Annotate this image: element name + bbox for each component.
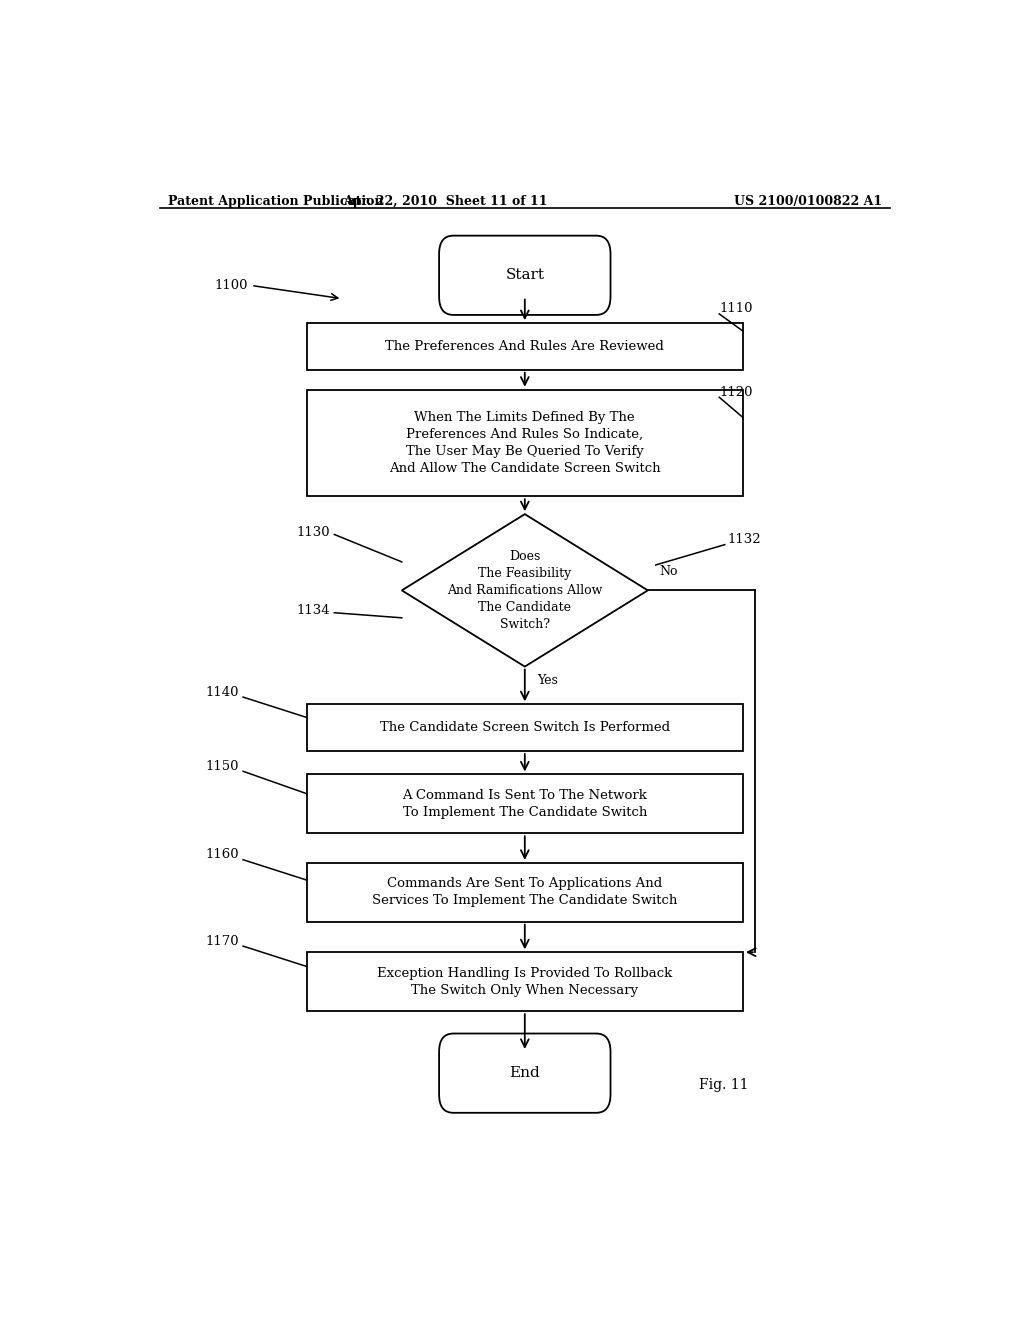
FancyBboxPatch shape [439, 1034, 610, 1113]
Text: 1110: 1110 [719, 302, 753, 315]
Polygon shape [401, 515, 648, 667]
Bar [306, 952, 743, 1011]
Text: Commands Are Sent To Applications And
Services To Implement The Candidate Switch: Commands Are Sent To Applications And Se… [372, 878, 678, 907]
Text: Fig. 11: Fig. 11 [699, 1078, 749, 1093]
Text: Does
The Feasibility
And Ramifications Allow
The Candidate
Switch?: Does The Feasibility And Ramifications A… [447, 550, 602, 631]
Text: 1120: 1120 [719, 385, 753, 399]
Bar [306, 775, 743, 833]
Text: 1140: 1140 [206, 685, 240, 698]
Text: Yes: Yes [537, 673, 558, 686]
Text: 1170: 1170 [206, 935, 240, 948]
Bar [306, 389, 743, 496]
Text: No: No [659, 565, 678, 578]
Text: 1150: 1150 [206, 760, 240, 772]
Bar [306, 863, 743, 921]
Text: 1134: 1134 [297, 605, 331, 618]
FancyBboxPatch shape [439, 236, 610, 315]
Bar [306, 704, 743, 751]
Text: Patent Application Publication: Patent Application Publication [168, 194, 383, 207]
Text: Apr. 22, 2010  Sheet 11 of 11: Apr. 22, 2010 Sheet 11 of 11 [343, 194, 548, 207]
Bar [306, 323, 743, 370]
Text: 1132: 1132 [727, 533, 761, 546]
Text: Exception Handling Is Provided To Rollback
The Switch Only When Necessary: Exception Handling Is Provided To Rollba… [377, 966, 673, 997]
Text: 1130: 1130 [297, 525, 331, 539]
Text: A Command Is Sent To The Network
To Implement The Candidate Switch: A Command Is Sent To The Network To Impl… [402, 789, 647, 818]
Text: End: End [509, 1067, 541, 1080]
Text: US 2100/0100822 A1: US 2100/0100822 A1 [734, 194, 882, 207]
Text: Start: Start [505, 268, 545, 282]
Text: 1160: 1160 [206, 849, 240, 861]
Text: When The Limits Defined By The
Preferences And Rules So Indicate,
The User May B: When The Limits Defined By The Preferenc… [389, 411, 660, 475]
Text: The Preferences And Rules Are Reviewed: The Preferences And Rules Are Reviewed [385, 341, 665, 352]
Text: 1100: 1100 [214, 279, 248, 292]
Text: The Candidate Screen Switch Is Performed: The Candidate Screen Switch Is Performed [380, 721, 670, 734]
